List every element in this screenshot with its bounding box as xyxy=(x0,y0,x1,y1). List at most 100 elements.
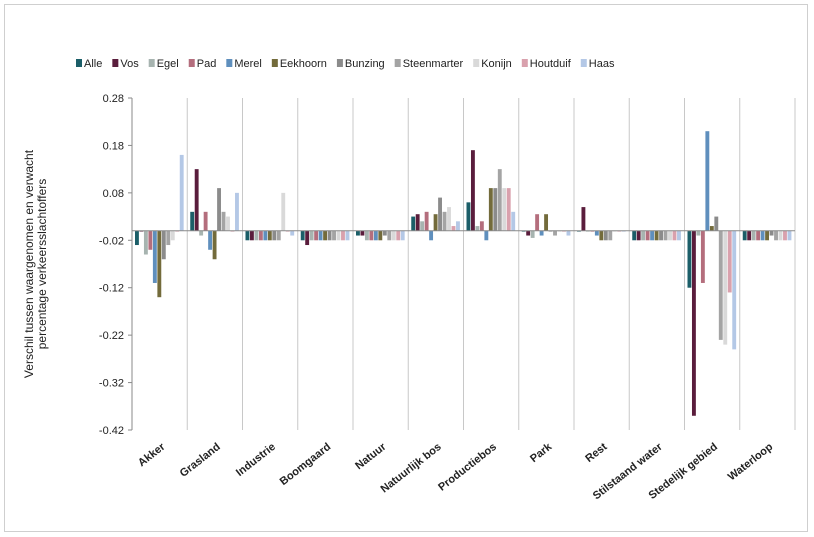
bar xyxy=(190,211,195,231)
bar xyxy=(769,230,774,236)
y-tick-label: -0.02 xyxy=(99,235,124,247)
bar xyxy=(696,230,701,236)
bar xyxy=(148,230,153,250)
bar xyxy=(599,230,604,241)
bar xyxy=(783,230,787,241)
chart-frame xyxy=(4,4,808,532)
bar xyxy=(318,230,323,241)
bar xyxy=(488,188,493,231)
legend-label: Merel xyxy=(234,58,262,70)
bar xyxy=(161,230,166,260)
legend-label: Konijn xyxy=(481,58,512,70)
bar xyxy=(466,202,471,231)
bar xyxy=(456,221,460,231)
bar xyxy=(742,230,747,241)
bar xyxy=(203,211,208,231)
bar xyxy=(199,230,204,236)
legend-swatch xyxy=(521,59,528,67)
legend-label: Vos xyxy=(120,58,139,70)
bar xyxy=(254,230,259,241)
legend-swatch xyxy=(580,59,587,67)
bar xyxy=(276,230,281,241)
bar xyxy=(691,230,696,416)
bar xyxy=(415,214,420,231)
bar xyxy=(723,230,728,345)
y-axis-title-line: percentage verkeersslachtoffers xyxy=(35,179,49,350)
legend-swatch xyxy=(148,59,155,67)
bar xyxy=(170,230,175,241)
category-separators xyxy=(186,98,796,430)
bar xyxy=(281,192,286,231)
y-tick-label: 0.08 xyxy=(103,188,124,200)
legend-swatch xyxy=(226,59,233,67)
bar xyxy=(245,230,250,241)
bar xyxy=(373,230,378,241)
bar xyxy=(369,230,374,241)
x-tick-label: Grasland xyxy=(178,441,223,480)
bar xyxy=(700,230,705,283)
legend-label: Steenmarter xyxy=(403,58,464,70)
bar xyxy=(526,230,531,236)
bar xyxy=(650,230,655,241)
bar xyxy=(290,230,295,236)
legend-swatch xyxy=(271,59,278,67)
bar xyxy=(305,230,310,246)
legend-swatch xyxy=(112,59,119,67)
x-tick-label: Productiebos xyxy=(436,441,499,494)
bar xyxy=(566,230,571,236)
legend-swatch xyxy=(394,59,401,67)
bar xyxy=(705,131,710,231)
bar xyxy=(212,230,217,260)
x-tick-label: Boomgaard xyxy=(278,441,334,488)
bar xyxy=(314,230,319,241)
bar xyxy=(221,211,226,231)
bar xyxy=(632,230,637,241)
bar xyxy=(143,230,148,255)
bar xyxy=(442,211,447,231)
legend-label: Alle xyxy=(84,58,102,70)
legend-swatch xyxy=(188,59,195,67)
bar xyxy=(135,230,139,246)
bar xyxy=(332,230,336,241)
bar xyxy=(309,230,314,241)
bar xyxy=(420,221,425,231)
bar xyxy=(654,230,659,241)
x-tick-label: Industrie xyxy=(234,441,278,479)
bar xyxy=(714,216,719,231)
y-axis-title: Verschil tussen waargenomen en verwacht p… xyxy=(22,149,49,378)
bar xyxy=(451,226,456,231)
bar xyxy=(424,211,429,231)
bar xyxy=(327,230,332,241)
bar xyxy=(608,230,613,241)
bar xyxy=(672,230,677,241)
bar xyxy=(484,230,489,241)
legend-label: Egel xyxy=(157,58,179,70)
bar xyxy=(732,230,737,350)
bar xyxy=(544,214,549,231)
bar xyxy=(760,230,765,241)
bar xyxy=(382,230,387,236)
bar xyxy=(506,188,511,231)
x-tick-label: Natuurlijk bos xyxy=(379,441,444,496)
bar xyxy=(535,214,540,231)
legend-label: Houtduif xyxy=(530,58,572,70)
bar xyxy=(300,230,305,241)
bar xyxy=(530,230,535,238)
x-tick-label: Waterloop xyxy=(726,441,776,483)
bar xyxy=(258,230,263,241)
y-tick-label: -0.32 xyxy=(99,378,124,390)
bar xyxy=(778,230,783,241)
bar xyxy=(787,230,792,241)
bar xyxy=(636,230,641,241)
legend-label: Eekhoorn xyxy=(280,58,327,70)
y-axis: 0.28 0.18 0.08 -0.02 -0.12 -0.22 -0.32 -0.42 xyxy=(99,93,133,437)
bar xyxy=(594,230,599,236)
bar xyxy=(336,230,341,241)
bar xyxy=(387,230,392,241)
bar xyxy=(411,216,416,231)
bar xyxy=(249,230,254,241)
bar xyxy=(539,230,544,236)
y-tick-label: -0.22 xyxy=(99,330,124,342)
bar xyxy=(511,211,516,231)
